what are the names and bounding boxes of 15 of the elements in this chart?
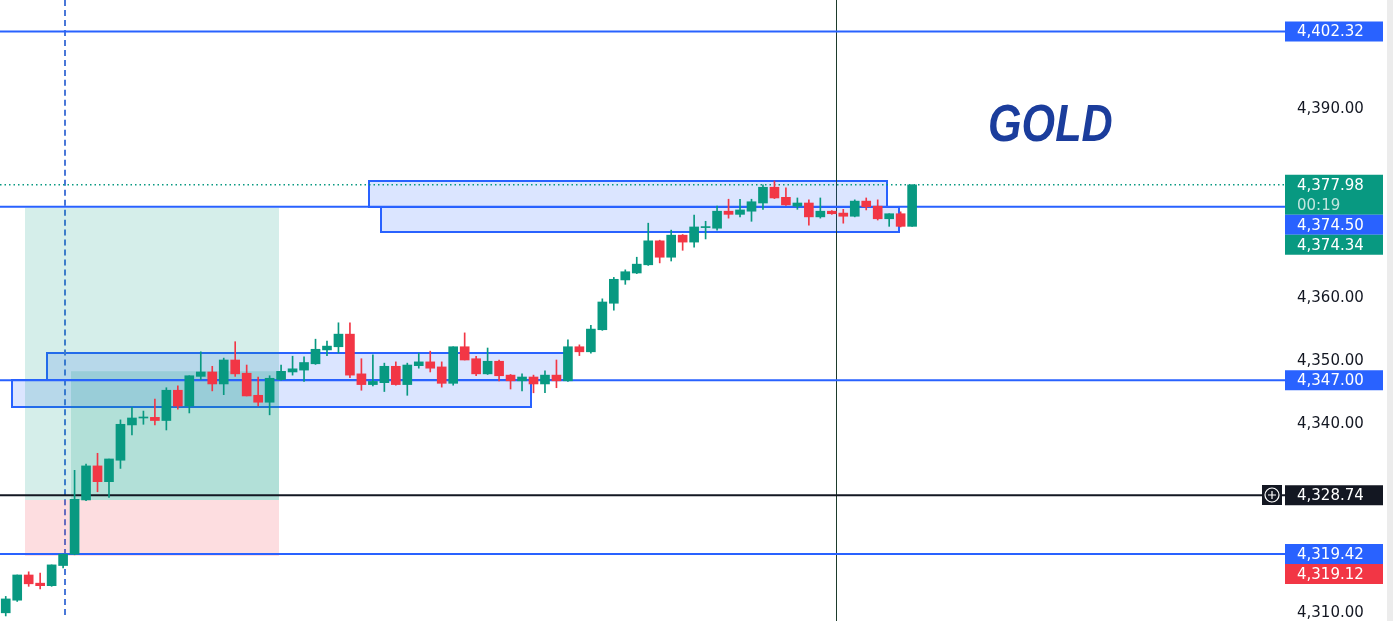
ref-line-label: 4,377.98 [1297,175,1364,194]
ref-line-label: 4,402.32 [1297,22,1364,41]
y-tick-label: 4,360.00 [1297,288,1364,307]
y-tick-label: 4,390.00 [1297,98,1364,117]
y-tick-label: 4,310.00 [1297,603,1364,621]
ref-line-label: 4,374.50 [1297,215,1364,234]
text: 4,319.12 [1297,564,1364,583]
y-tick-label: 4,340.00 [1297,414,1364,433]
text: 4,374.34 [1297,235,1364,254]
ref-line-label: 4,328.74 [1297,486,1364,505]
ref-line-label: 4,319.42 [1297,544,1364,563]
text: GOLD [988,94,1113,152]
y-tick-label: 4,350.00 [1297,351,1364,370]
ref-line-label: 4,347.00 [1297,371,1364,390]
text: 00:19 [1297,195,1341,214]
